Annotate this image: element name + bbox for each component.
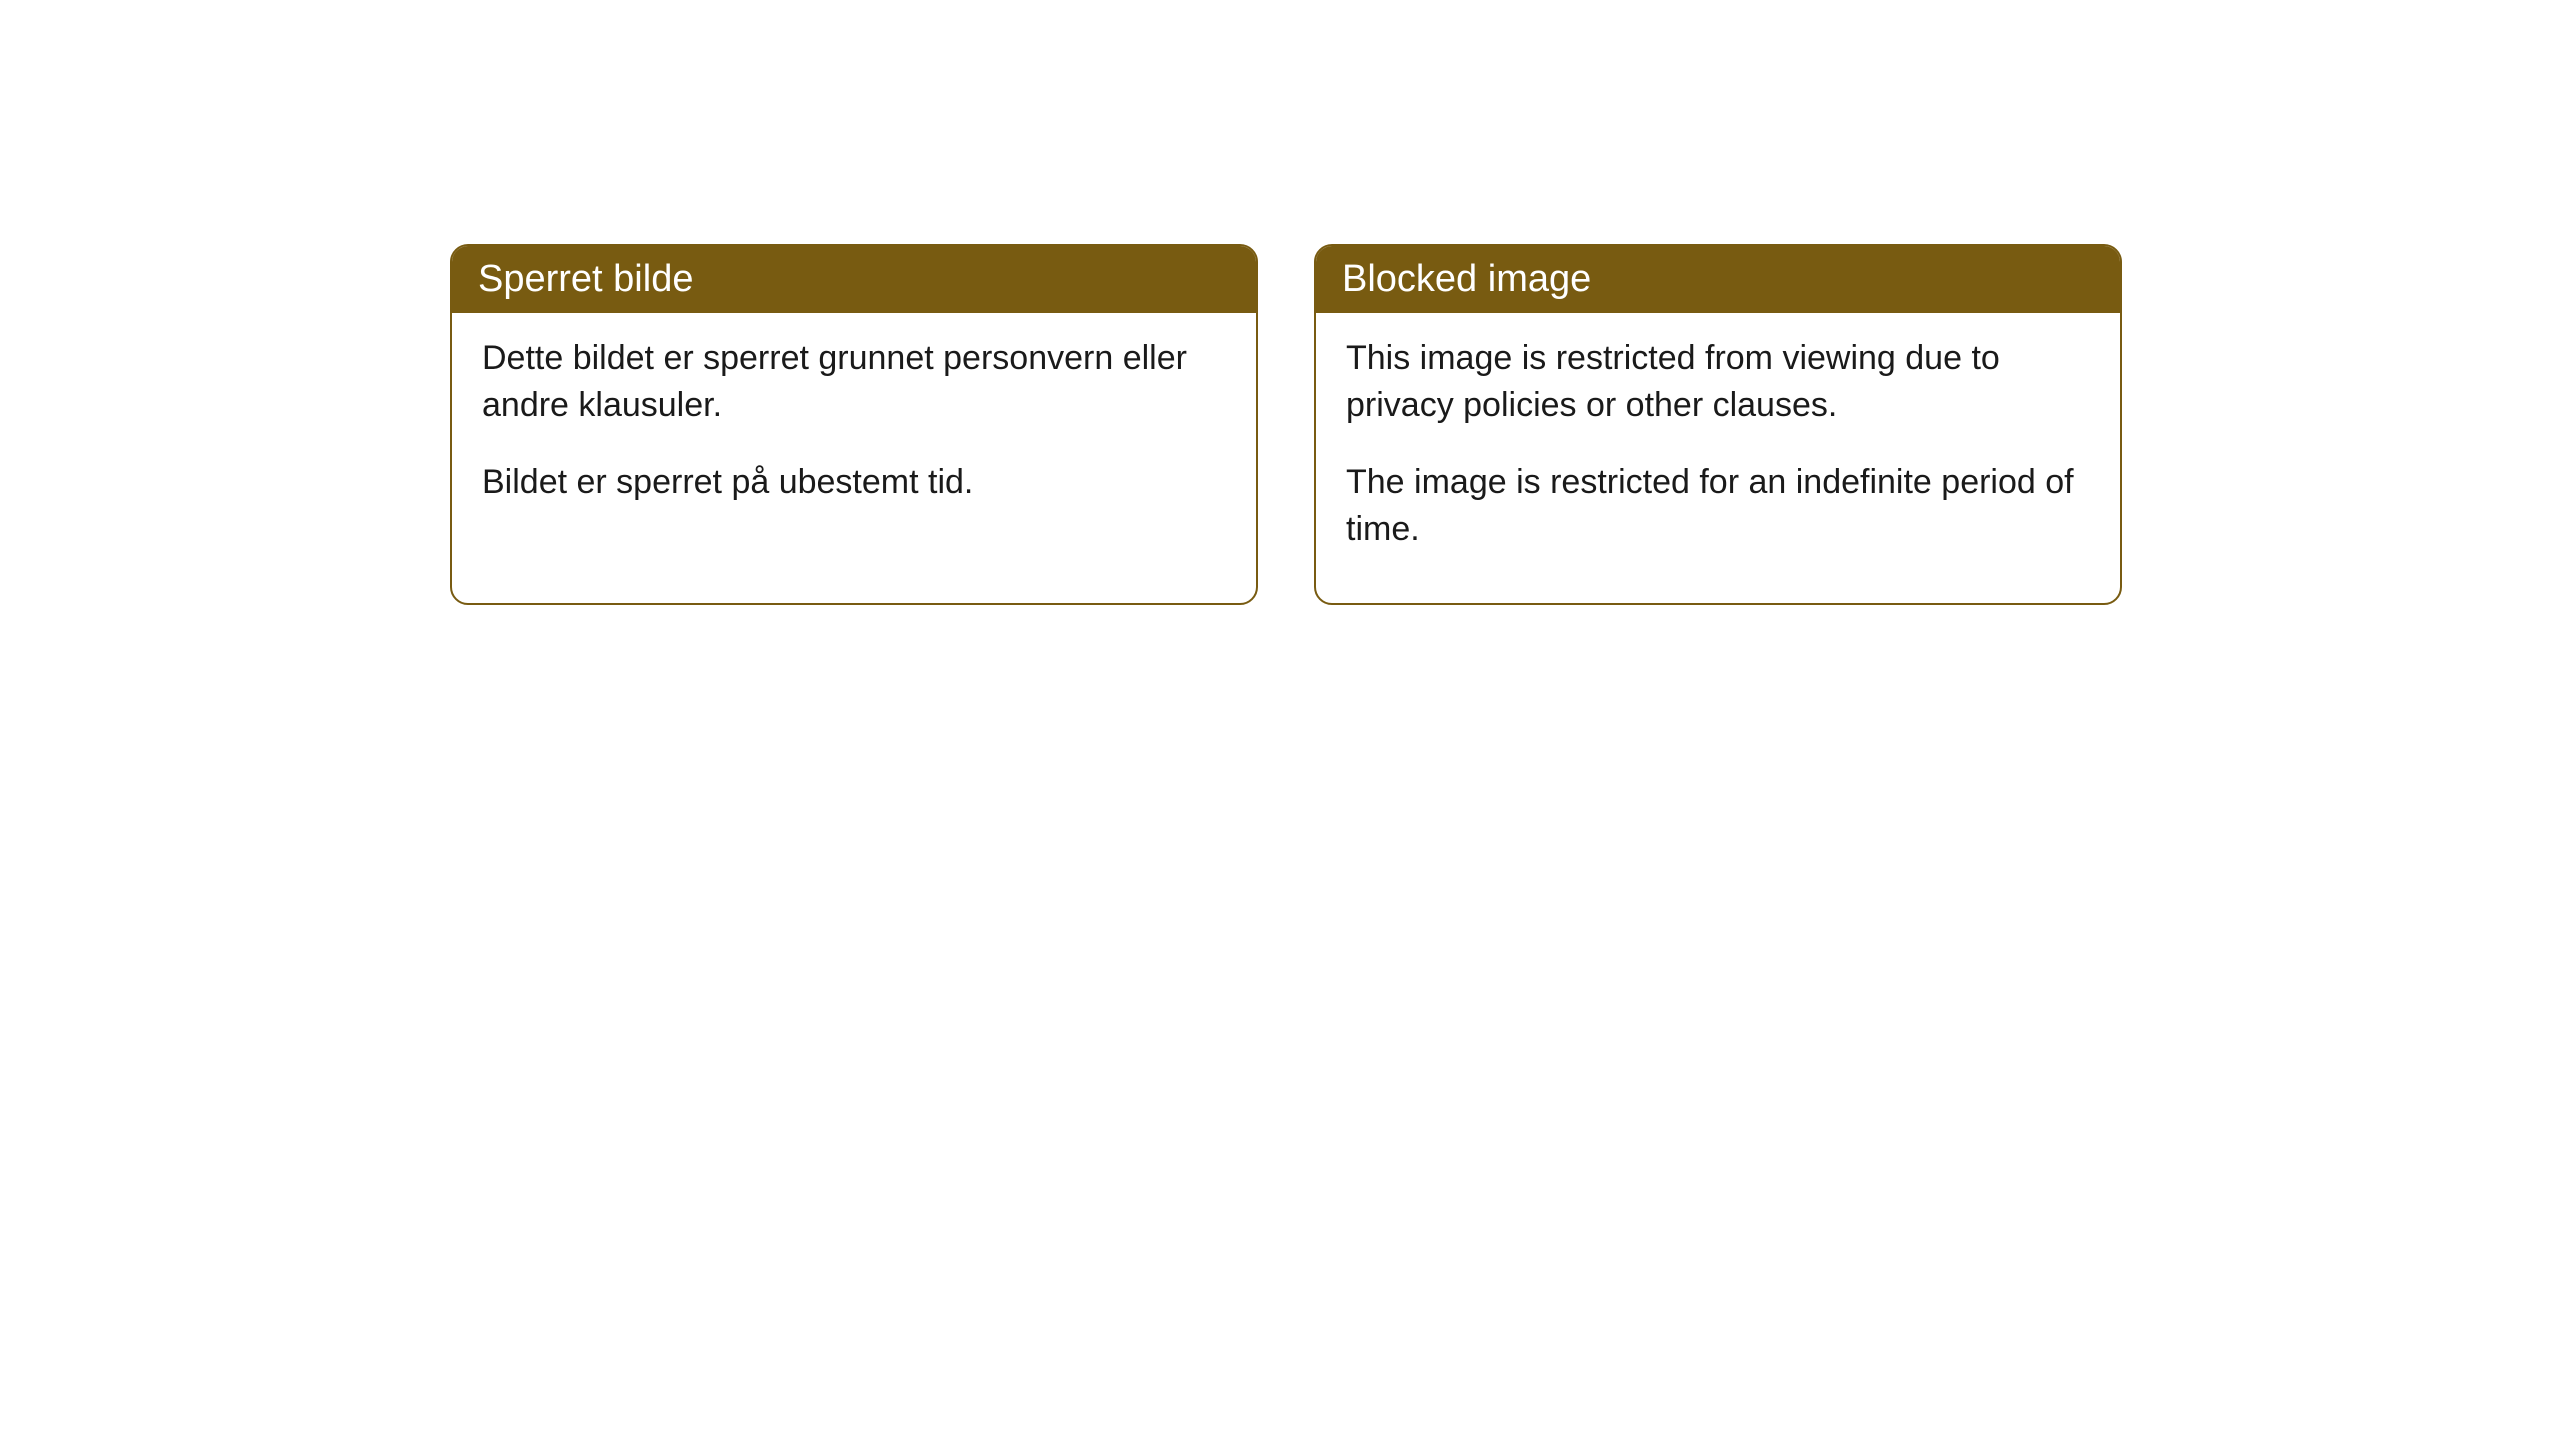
card-header-norwegian: Sperret bilde (452, 246, 1256, 313)
card-paragraph-2: Bildet er sperret på ubestemt tid. (482, 459, 1226, 506)
blocked-image-card-english: Blocked image This image is restricted f… (1314, 244, 2122, 605)
card-paragraph-1: This image is restricted from viewing du… (1346, 335, 2090, 429)
card-body-english: This image is restricted from viewing du… (1316, 313, 2120, 603)
card-body-norwegian: Dette bildet er sperret grunnet personve… (452, 313, 1256, 556)
card-paragraph-2: The image is restricted for an indefinit… (1346, 459, 2090, 553)
card-header-english: Blocked image (1316, 246, 2120, 313)
notice-container: Sperret bilde Dette bildet er sperret gr… (0, 0, 2560, 605)
card-paragraph-1: Dette bildet er sperret grunnet personve… (482, 335, 1226, 429)
blocked-image-card-norwegian: Sperret bilde Dette bildet er sperret gr… (450, 244, 1258, 605)
